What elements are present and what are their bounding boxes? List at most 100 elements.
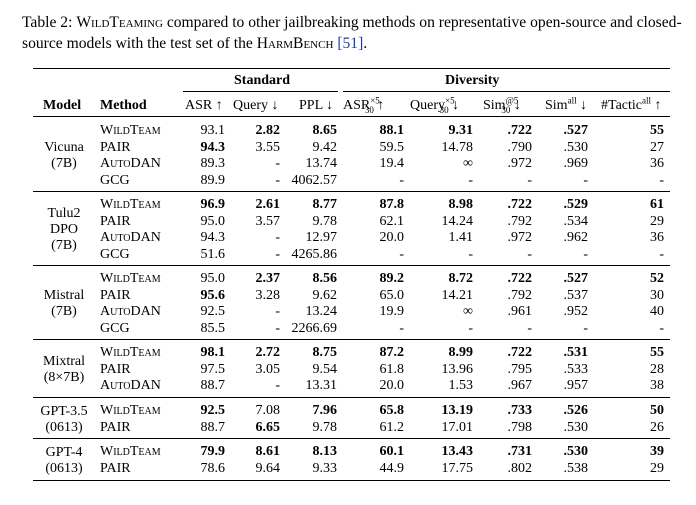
table-cell: - [659,172,664,188]
table-cell: 93.1 [200,123,226,138]
table-cell: 9.33 [312,460,338,476]
table-cell: 14.24 [441,213,474,229]
table-cell: .533 [563,361,589,377]
table-cell: 7.08 [255,403,281,418]
method-name: WildTeam [100,403,161,418]
table-cell: 61.2 [379,419,405,435]
table-cell: 9.78 [312,419,338,435]
table-cell: 62.1 [379,213,405,229]
method-name: PAIR [100,361,131,377]
model-name-line: Tulu2 [47,206,81,221]
table-cell: .530 [563,419,589,435]
model-name: Vicuna (7B) [33,140,95,172]
table-cell: 17.01 [441,419,474,435]
table-cell: .792 [507,287,533,303]
model-name-line: Vicuna [44,140,84,155]
table-cell: 92.5 [200,403,226,418]
table-cell: 8.75 [312,345,338,360]
table-cell: 9.42 [312,139,338,155]
table-cell: 95.0 [200,271,226,286]
table-cell: - [275,156,280,171]
table-cell: 96.9 [200,197,226,212]
table-cell: 30 [650,287,664,303]
table-cell: 3.57 [255,213,281,229]
table-cell: .969 [563,156,589,171]
table-cell: 44.9 [379,460,405,476]
table-cell: 87.8 [379,197,405,212]
model-name: GPT-3.5 (0613) [33,404,95,436]
col-header-asr: ASR ↑ [185,98,223,113]
table-cell: 12.97 [305,230,338,245]
table-cell: 94.3 [200,230,226,245]
table-cell: 92.5 [200,304,226,319]
table-cell: 52 [650,271,664,286]
table-cell: - [399,172,404,188]
table-cell: 27 [650,139,664,155]
table-cell: 38 [650,378,664,393]
table-cell: 14.78 [441,139,474,155]
table-cell: 28 [650,361,664,377]
method-name: PAIR [100,139,131,155]
table-cell: - [275,230,280,245]
caption-benchmark: HarmBench [256,35,334,52]
col-header-query: Query ↓ [233,98,279,113]
table-cell: .957 [563,378,589,393]
col-header-query30: Query×530 ↓ [410,95,460,115]
table-cell: 55 [650,345,664,360]
table-cell: 8.99 [448,345,474,360]
table-cell: ∞ [463,304,473,319]
table-cell: 3.55 [255,139,281,155]
table-cell: .531 [563,345,589,360]
table-cell: 26 [650,419,664,435]
table-cell: 8.98 [448,197,474,212]
table-cell: 8.61 [255,444,281,459]
group-separator [33,339,670,340]
model-name-line: (7B) [51,156,77,171]
table-cell: 14.21 [441,287,474,303]
table-cell: .529 [563,197,589,212]
model-name: Mistral (7B) [33,288,95,320]
table-cell: 3.05 [255,361,281,377]
table-cell: .527 [563,271,589,286]
table-cell: 1.53 [448,378,474,393]
table-cell: 94.3 [200,139,226,155]
table-cell: 39 [650,444,664,459]
table-caption: Table 2: WildTeaming compared to other j… [22,12,682,54]
table-cell: 19.4 [379,156,405,171]
table-cell: 89.3 [200,156,226,171]
table-cell: - [659,246,664,262]
table-cell: .972 [507,230,533,245]
table-cell: 89.9 [200,172,226,188]
col-header-tactic: #Tacticall ↑ [601,95,662,113]
table-bottom-rule [33,480,670,482]
table-cell: .527 [563,123,589,138]
table-cell: - [275,246,280,262]
table-cell: .722 [507,345,533,360]
table-cell: - [659,320,664,336]
table-cell: 79.9 [200,444,226,459]
table-cell: 59.5 [379,139,405,155]
table-cell: 8.56 [312,271,338,286]
method-name: GCG [100,246,130,262]
table-cell: ∞ [463,156,473,171]
table-cell: 55 [650,123,664,138]
caption-method-name: WildTeaming [76,14,163,31]
table-cell: 78.6 [200,460,226,476]
table-cell: .790 [507,139,533,155]
table-cell: .722 [507,123,533,138]
group-separator [33,191,670,192]
table-cell: - [583,320,588,336]
diversity-rule [343,91,670,92]
table-top-rule [33,68,670,70]
table-cell: 13.96 [441,361,474,377]
method-name: AutoDAN [100,304,161,319]
table-cell: - [527,246,532,262]
caption-citation[interactable]: [51] [337,35,364,52]
table-cell: 65.0 [379,287,405,303]
table-cell: .537 [563,287,589,303]
table-cell: - [275,378,280,393]
col-header-method: Method [100,98,147,113]
model-name-line: GPT-4 [45,444,83,460]
table-cell: 36 [650,230,664,245]
table-cell: .795 [507,361,533,377]
